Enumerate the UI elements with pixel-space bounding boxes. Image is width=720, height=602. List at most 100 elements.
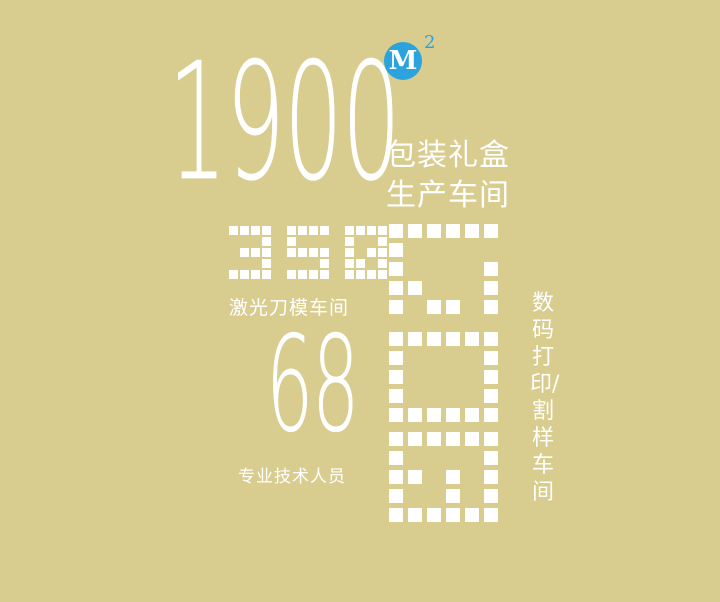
pixel-digit-3-pixel	[484, 432, 498, 446]
pixel-digit-0-pixel	[345, 259, 354, 268]
pixel-digit-3-pixel	[251, 226, 260, 235]
pixel-digit-3-pixel	[484, 451, 498, 465]
pixel-digit-5-pixel	[309, 248, 318, 257]
pixel-digit-3-pixel	[262, 248, 271, 257]
pixel-digit-3-pixel	[446, 470, 460, 484]
pixel-digit-3-pixel	[389, 451, 403, 465]
pixel-letter-o-pixel	[427, 332, 441, 346]
pixel-letter-n-pixel	[484, 281, 498, 295]
pixel-digit-5-pixel	[298, 248, 307, 257]
pixel-digit-0-pixel	[345, 270, 354, 279]
pixel-digit-3-pixel	[408, 508, 422, 522]
pixel-digit-3-pixel	[446, 508, 460, 522]
pixel-digit-3-pixel	[427, 432, 441, 446]
pixel-digit-5-pixel	[320, 248, 329, 257]
pixel-letter-n-pixel	[427, 224, 441, 238]
pixel-digit-3-pixel	[389, 470, 403, 484]
pixel-digit-0-pixel	[378, 248, 387, 257]
pixel-letter-n-pixel	[408, 224, 422, 238]
pixel-letter-n-pixel	[484, 224, 498, 238]
pixel-digit-3-pixel	[240, 270, 249, 279]
pixel-letter-o-pixel	[484, 370, 498, 384]
pixel-digit-0-pixel	[367, 248, 376, 257]
pixel-digit-3-pixel	[229, 270, 238, 279]
pixel-letter-o-pixel	[484, 332, 498, 346]
stat-label-laser: 激光刀模车间	[229, 297, 350, 319]
pixel-digit-3-pixel	[408, 470, 422, 484]
pixel-digit-3-pixel	[389, 489, 403, 503]
pixel-digit-0-pixel	[356, 270, 365, 279]
pixel-letter-n-pixel	[427, 300, 441, 314]
pixel-letter-n-pixel	[484, 262, 498, 276]
pixel-digit-5-pixel	[320, 226, 329, 235]
pixel-letter-o-pixel	[408, 332, 422, 346]
pixel-digit-5-pixel	[309, 270, 318, 279]
pixel-letter-o-pixel	[465, 332, 479, 346]
pixel-digit-3-pixel	[389, 432, 403, 446]
stat-label-digital-print: 数码打印/割样车间	[530, 291, 560, 505]
pixel-letter-o-pixel	[484, 351, 498, 365]
pixel-digit-5-pixel	[287, 270, 296, 279]
pixel-digit-5-pixel	[298, 226, 307, 235]
pixel-letter-n-pixel	[389, 224, 403, 238]
logo-superscript: 2	[424, 32, 436, 53]
stat-number-1900: 1900	[168, 29, 401, 217]
pixel-letter-o-pixel	[484, 408, 498, 422]
pixel-digit-3-pixel	[240, 226, 249, 235]
pixel-digit-3-pixel	[484, 489, 498, 503]
pixel-letter-o-pixel	[389, 332, 403, 346]
pixel-digit-3-pixel	[465, 432, 479, 446]
pixel-letter-o-pixel	[389, 351, 403, 365]
pixel-digit-3-pixel	[262, 259, 271, 268]
pixel-letter-n-pixel	[389, 262, 403, 276]
pixel-digit-0-pixel	[378, 237, 387, 246]
pixel-letter-o-pixel	[389, 408, 403, 422]
pixel-digit-0-pixel	[356, 226, 365, 235]
pixel-digit-0-pixel	[356, 259, 365, 268]
pixel-digit-3-pixel	[262, 226, 271, 235]
pixel-letter-o-pixel	[446, 332, 460, 346]
pixel-letter-n-pixel	[446, 224, 460, 238]
stat-label-gift-line2: 生产车间	[386, 178, 510, 213]
brand-logo: M	[384, 42, 422, 80]
pixel-digit-3-pixel	[446, 432, 460, 446]
pixel-digit-3-pixel	[229, 226, 238, 235]
stat-label-gift-line1: 包装礼盒	[386, 138, 510, 173]
pixel-digit-5-pixel	[287, 237, 296, 246]
pixel-digit-3-pixel	[484, 508, 498, 522]
pixel-digit-3-pixel	[262, 270, 271, 279]
pixel-digit-3-pixel	[240, 248, 249, 257]
stat-number-68: 68	[266, 309, 360, 462]
pixel-digit-0-pixel	[378, 226, 387, 235]
pixel-letter-o-pixel	[389, 370, 403, 384]
pixel-digit-5-pixel	[309, 226, 318, 235]
pixel-digit-3-pixel	[465, 508, 479, 522]
pixel-letter-n-pixel	[389, 300, 403, 314]
pixel-digit-5-pixel	[320, 270, 329, 279]
pixel-digit-0-pixel	[367, 270, 376, 279]
pixel-letter-n-pixel	[446, 300, 460, 314]
pixel-letter-n-pixel	[408, 281, 422, 295]
pixel-letter-o-pixel	[446, 408, 460, 422]
pixel-digit-5-pixel	[298, 270, 307, 279]
pixel-digit-3-pixel	[251, 270, 260, 279]
pixel-digit-5-pixel	[287, 248, 296, 257]
stat-label-staff: 专业技术人员	[238, 467, 346, 487]
pixel-digit-0-pixel	[378, 270, 387, 279]
pixel-digit-0-pixel	[345, 248, 354, 257]
pixel-letter-n-pixel	[484, 300, 498, 314]
pixel-letter-n-pixel	[389, 243, 403, 257]
pixel-digit-3-pixel	[262, 237, 271, 246]
pixel-digit-3-pixel	[251, 248, 260, 257]
pixel-digit-0-pixel	[378, 259, 387, 268]
pixel-digit-3-pixel	[408, 432, 422, 446]
logo-letter: M	[388, 46, 418, 76]
pixel-digit-3-pixel	[427, 508, 441, 522]
pixel-letter-o-pixel	[427, 408, 441, 422]
pixel-digit-0-pixel	[367, 226, 376, 235]
pixel-letter-o-pixel	[389, 389, 403, 403]
pixel-letter-o-pixel	[408, 408, 422, 422]
pixel-digit-3-pixel	[389, 508, 403, 522]
pixel-letter-o-pixel	[484, 389, 498, 403]
pixel-digit-3-pixel	[446, 489, 460, 503]
